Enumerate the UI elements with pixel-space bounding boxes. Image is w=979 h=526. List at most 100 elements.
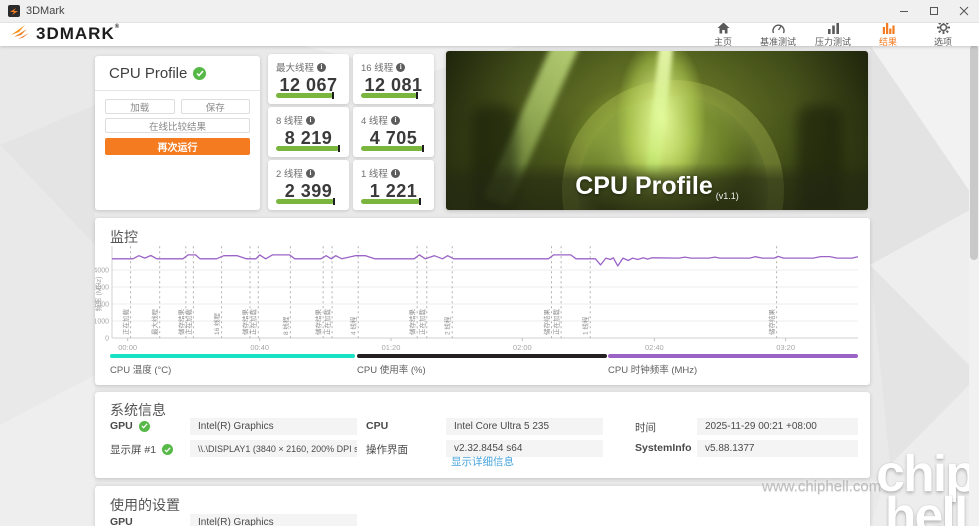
window-title: 3DMark	[26, 5, 65, 17]
svg-text:0: 0	[105, 336, 109, 343]
svg-text:储存结果: 储存结果	[542, 309, 551, 336]
legend-label: CPU 温度 (°C)	[110, 365, 172, 376]
nav-item-home[interactable]: 主页	[701, 21, 745, 48]
score-card-16-threads: 16 线程 i 12 081	[353, 54, 434, 104]
info-value-time: 2025-11-29 00:21 +08:00	[697, 418, 858, 435]
monitoring-panel: 监控 0 1000 2000 3000 4000 00:00 00:40 01:20 02:00…	[95, 218, 870, 385]
svg-text:储存结果: 储存结果	[176, 309, 185, 336]
results-chart-icon	[882, 21, 895, 34]
info-value-systeminfo: v5.88.1377	[697, 440, 858, 457]
score-value: 12 081	[364, 75, 423, 95]
info-value-display: \\.\DISPLAY1 (3840 × 2160, 200% DPI scal…	[190, 440, 357, 457]
test-title: CPU Profile	[109, 64, 188, 82]
score-card-8-threads: 8 线程 i 8 219	[268, 107, 349, 157]
svg-text:最大线程: 最大线程	[150, 309, 159, 336]
scrollbar-thumb[interactable]	[970, 45, 978, 260]
score-value: 8 219	[284, 128, 333, 148]
settings-used-panel: 使用的设置 GPU Intel(R) Graphics	[95, 486, 870, 526]
close-button[interactable]	[949, 0, 979, 22]
score-bar	[361, 92, 426, 99]
load-button[interactable]: 加载	[105, 99, 175, 114]
score-card-2-threads: 2 线程 i 2 399	[268, 160, 349, 210]
nav-item-results[interactable]: 结果	[866, 21, 910, 48]
score-card-4-threads: 4 线程 i 4 705	[353, 107, 434, 157]
score-bar-marker	[338, 145, 341, 152]
run-again-button[interactable]: 再次运行	[105, 138, 250, 155]
info-label-ui-version: 操作界面	[366, 444, 408, 456]
info-label-gpu: GPU	[110, 420, 150, 432]
monitoring-title: 监控	[110, 229, 138, 245]
svg-text:正在加载: 正在加载	[184, 309, 193, 336]
titlebar: 3DMark	[0, 0, 979, 23]
compare-online-button[interactable]: 在线比较结果	[105, 118, 250, 133]
score-label: 1 线程	[361, 169, 388, 180]
svg-text:02:40: 02:40	[645, 343, 664, 352]
score-label: 2 线程	[276, 169, 303, 180]
svg-text:2 线程: 2 线程	[443, 316, 452, 335]
nav-label: 基准测试	[759, 36, 796, 47]
score-label: 16 线程	[361, 63, 394, 74]
svg-text:4000: 4000	[95, 268, 109, 275]
score-label: 8 线程	[276, 116, 303, 127]
registered-mark: ®	[114, 24, 121, 30]
gauge-icon	[771, 21, 785, 34]
nav-label: 压力测试	[814, 36, 851, 47]
info-icon[interactable]: i	[305, 115, 315, 125]
legend-swatch	[357, 354, 607, 358]
svg-text:正在加载: 正在加载	[121, 309, 130, 336]
info-icon[interactable]: i	[390, 115, 400, 125]
info-icon[interactable]: i	[305, 168, 315, 178]
nav-label: 选项	[933, 36, 952, 47]
info-value-cpu: Intel Core Ultra 5 235	[446, 418, 603, 435]
hero-version: (v1.1)	[715, 191, 739, 201]
legend-item-temperature: CPU 温度 (°C)	[110, 354, 355, 376]
info-label-systeminfo: SystemInfo	[635, 442, 692, 454]
info-label-cpu: CPU	[366, 420, 389, 432]
legend-item-clock: CPU 时钟频率 (MHz)	[608, 354, 858, 376]
chart-legend: CPU 温度 (°C) CPU 使用率 (%) CPU 时钟频率 (MHz)	[95, 354, 870, 382]
logo-swoosh-icon	[10, 24, 32, 45]
legend-label: CPU 使用率 (%)	[357, 365, 426, 376]
save-button[interactable]: 保存	[180, 99, 250, 114]
svg-text:3000: 3000	[95, 285, 109, 292]
scrollbar[interactable]	[969, 45, 979, 526]
info-icon[interactable]: i	[317, 62, 327, 72]
settings-label-gpu: GPU	[110, 516, 133, 526]
svg-text:频率 (MHz): 频率 (MHz)	[95, 277, 103, 312]
svg-text:02:00: 02:00	[513, 343, 532, 352]
hero-title: CPU Profile	[575, 172, 713, 200]
brand-logo: 3DMARK®	[10, 24, 120, 45]
nav-item-benchmarks[interactable]: 基准测试	[756, 21, 800, 48]
svg-text:储存结果: 储存结果	[767, 309, 776, 336]
nav-item-options[interactable]: 选项	[921, 20, 965, 48]
score-bar-marker	[415, 92, 418, 99]
info-value-gpu: Intel(R) Graphics	[190, 418, 357, 435]
settings-used-title: 使用的设置	[110, 497, 180, 513]
score-value: 4 705	[369, 128, 418, 148]
svg-text:4 线程: 4 线程	[349, 316, 358, 335]
home-icon	[717, 21, 730, 34]
score-value: 2 399	[284, 181, 333, 201]
nav-label: 结果	[878, 36, 897, 47]
score-bar-marker	[332, 92, 335, 99]
system-info-title: 系统信息	[110, 402, 166, 418]
test-passed-check-icon	[193, 66, 207, 80]
hero-title-band: CPU Profile (v1.1)	[446, 163, 868, 210]
svg-text:16 线程: 16 线程	[212, 312, 221, 335]
minimize-button[interactable]	[889, 0, 919, 22]
monitoring-chart: 0 1000 2000 3000 4000 00:00 00:40 01:20 02:00 02:…	[95, 246, 859, 352]
show-details-link[interactable]: 显示详细信息	[451, 456, 514, 468]
info-icon[interactable]: i	[396, 62, 406, 72]
info-icon[interactable]: i	[390, 168, 400, 178]
nav-item-stress-tests[interactable]: 压力测试	[811, 21, 855, 48]
score-bar	[361, 145, 426, 152]
score-bar	[361, 198, 426, 205]
svg-text:2000: 2000	[95, 302, 109, 309]
svg-text:正在加载: 正在加载	[417, 309, 426, 336]
info-value-ui-version: v2.32.8454 s64	[446, 440, 603, 457]
score-card-max-threads: 最大线程 i 12 067	[268, 54, 349, 104]
svg-text:1000: 1000	[95, 319, 109, 326]
legend-label: CPU 时钟频率 (MHz)	[608, 365, 698, 376]
svg-text:储存结果: 储存结果	[408, 309, 417, 336]
maximize-button[interactable]	[919, 0, 949, 22]
